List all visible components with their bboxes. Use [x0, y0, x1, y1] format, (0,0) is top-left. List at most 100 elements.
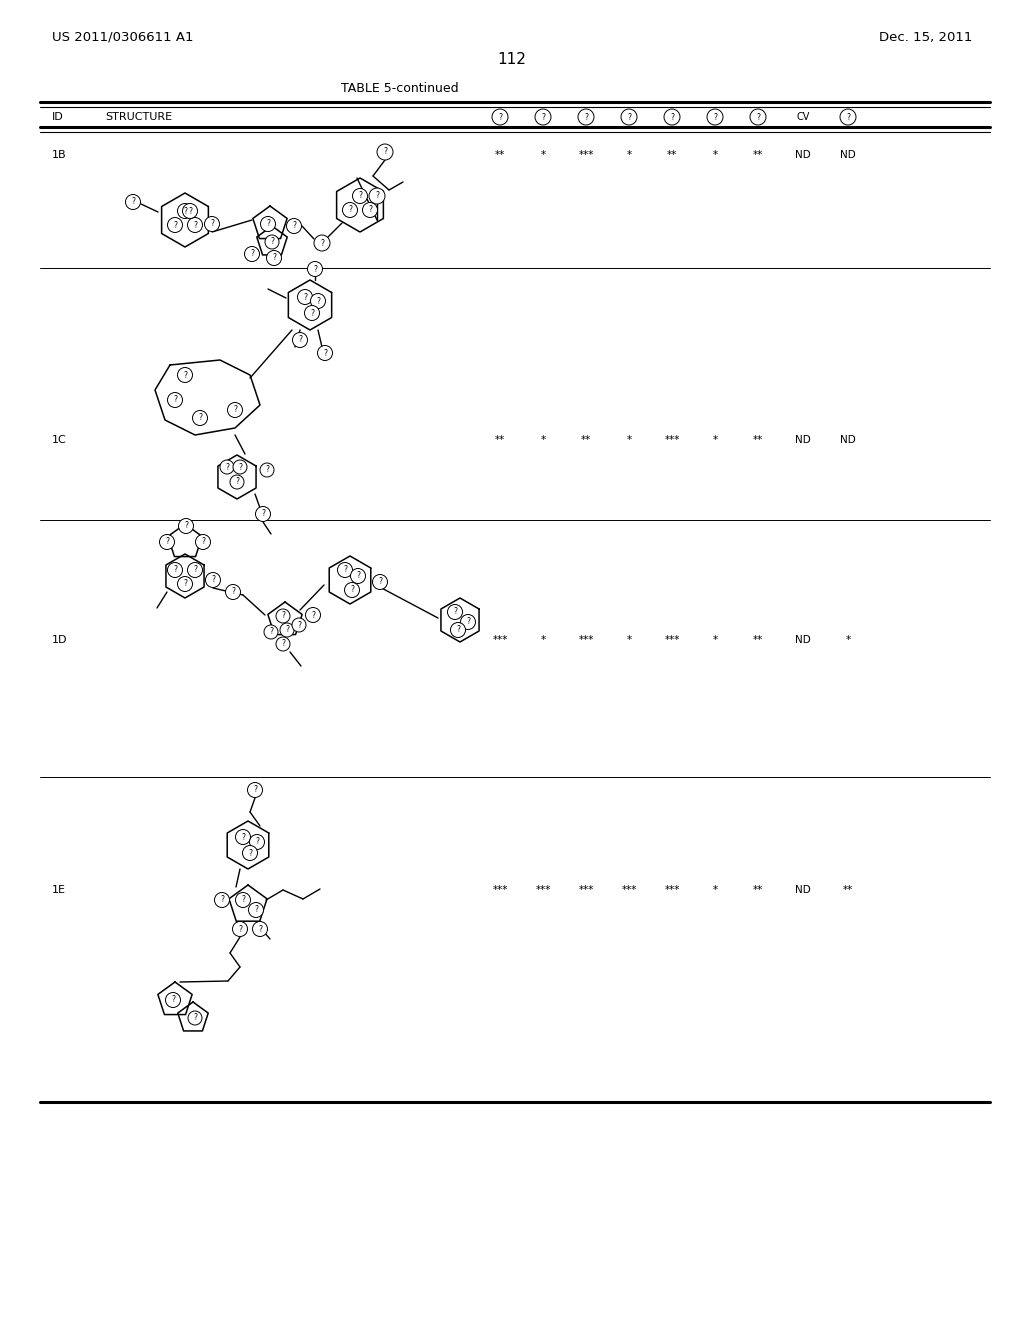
Text: *: * — [541, 436, 546, 445]
Circle shape — [287, 219, 301, 234]
Text: ***: *** — [579, 150, 594, 160]
Text: ?: ? — [319, 239, 324, 248]
Text: 1B: 1B — [52, 150, 67, 160]
Text: ?: ? — [756, 112, 760, 121]
Circle shape — [249, 903, 263, 917]
Text: ***: *** — [579, 884, 594, 895]
Circle shape — [177, 367, 193, 383]
Text: ?: ? — [343, 565, 347, 574]
Circle shape — [177, 203, 193, 219]
Circle shape — [256, 507, 270, 521]
Circle shape — [253, 921, 267, 936]
Circle shape — [377, 144, 393, 160]
Text: **: ** — [843, 884, 853, 895]
Circle shape — [266, 251, 282, 265]
Text: ?: ? — [241, 833, 245, 842]
Circle shape — [187, 562, 203, 578]
Circle shape — [166, 993, 180, 1007]
Text: ?: ? — [266, 219, 270, 228]
Text: 1E: 1E — [52, 884, 66, 895]
Text: ?: ? — [368, 206, 372, 214]
Text: ?: ? — [165, 537, 169, 546]
Text: ?: ? — [498, 112, 502, 121]
Circle shape — [205, 216, 219, 231]
Text: *: * — [541, 635, 546, 645]
Text: ?: ? — [234, 478, 239, 487]
Circle shape — [225, 585, 241, 599]
Text: ***: *** — [493, 884, 508, 895]
Text: ?: ? — [261, 510, 265, 519]
Circle shape — [250, 834, 264, 850]
Text: ?: ? — [184, 521, 188, 531]
Circle shape — [227, 403, 243, 417]
Circle shape — [317, 346, 333, 360]
Text: US 2011/0306611 A1: US 2011/0306611 A1 — [52, 30, 194, 44]
Circle shape — [447, 605, 463, 619]
Text: ?: ? — [265, 466, 269, 474]
Text: ?: ? — [131, 198, 135, 206]
Circle shape — [214, 892, 229, 908]
Text: ?: ? — [183, 206, 187, 215]
Text: *: * — [627, 150, 632, 160]
Text: ?: ? — [303, 293, 307, 301]
Circle shape — [260, 216, 275, 231]
Circle shape — [373, 574, 387, 590]
Circle shape — [304, 305, 319, 321]
Text: ?: ? — [253, 785, 257, 795]
Text: ?: ? — [541, 112, 545, 121]
Text: ?: ? — [238, 462, 242, 471]
Text: ***: *** — [493, 635, 508, 645]
Circle shape — [196, 535, 211, 549]
Text: ?: ? — [193, 1014, 197, 1023]
Text: **: ** — [667, 150, 677, 160]
Text: CV: CV — [797, 112, 810, 121]
Text: ?: ? — [255, 837, 259, 846]
Text: ***: *** — [665, 436, 680, 445]
Text: ?: ? — [173, 565, 177, 574]
Text: ?: ? — [250, 249, 254, 259]
Text: Dec. 15, 2011: Dec. 15, 2011 — [879, 30, 972, 44]
Text: ?: ? — [316, 297, 319, 305]
Circle shape — [230, 475, 244, 488]
Text: ND: ND — [795, 884, 811, 895]
Text: ?: ? — [456, 626, 460, 635]
Circle shape — [310, 293, 326, 309]
Circle shape — [264, 624, 278, 639]
Text: ?: ? — [670, 112, 674, 121]
Circle shape — [840, 110, 856, 125]
Text: ?: ? — [348, 206, 352, 214]
Circle shape — [350, 569, 366, 583]
Text: ?: ? — [383, 148, 387, 157]
Text: 1C: 1C — [52, 436, 67, 445]
Text: ?: ? — [272, 253, 276, 263]
Circle shape — [707, 110, 723, 125]
Text: ?: ? — [188, 206, 193, 215]
Text: ?: ? — [313, 264, 317, 273]
Circle shape — [293, 333, 307, 347]
Text: ?: ? — [171, 995, 175, 1005]
Circle shape — [160, 535, 174, 549]
Text: 1D: 1D — [52, 635, 68, 645]
Text: *: * — [541, 150, 546, 160]
Circle shape — [276, 638, 290, 651]
Text: *: * — [846, 635, 851, 645]
Text: ?: ? — [270, 238, 274, 247]
Text: ?: ? — [193, 565, 197, 574]
Text: *: * — [713, 436, 718, 445]
Circle shape — [307, 261, 323, 276]
Circle shape — [260, 463, 274, 477]
Circle shape — [750, 110, 766, 125]
Text: **: ** — [753, 884, 763, 895]
Text: ?: ? — [466, 618, 470, 627]
Text: ?: ? — [198, 413, 202, 422]
Text: **: ** — [753, 436, 763, 445]
Text: ?: ? — [241, 895, 245, 904]
Text: ?: ? — [183, 371, 187, 380]
Circle shape — [188, 1011, 202, 1026]
Circle shape — [461, 615, 475, 630]
Text: ?: ? — [201, 537, 205, 546]
Text: *: * — [713, 150, 718, 160]
Circle shape — [168, 218, 182, 232]
Text: ?: ? — [193, 220, 197, 230]
Text: **: ** — [753, 150, 763, 160]
